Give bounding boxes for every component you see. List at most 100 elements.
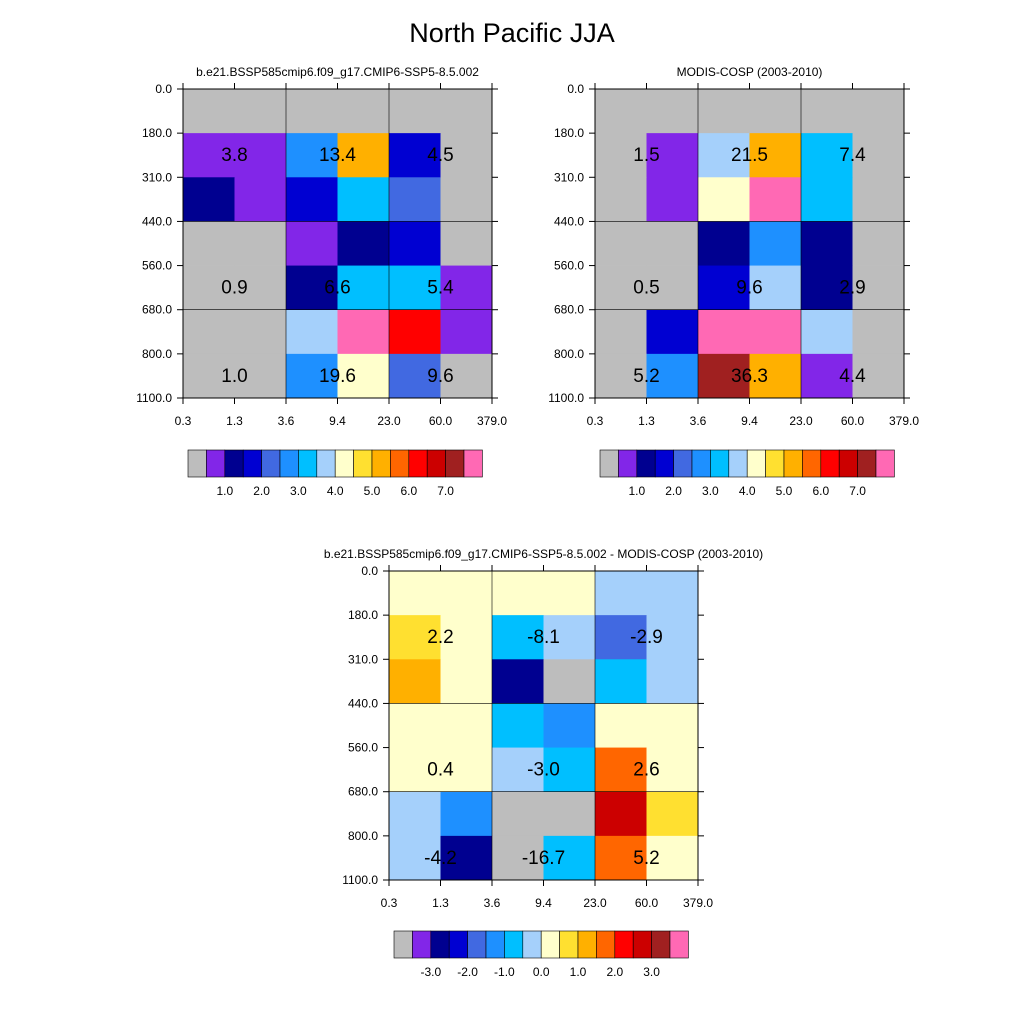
colorbar-swatch — [654, 449, 674, 478]
heatmap-cell — [234, 309, 287, 355]
heatmap-cell — [286, 89, 338, 134]
heatmap-cell — [440, 133, 493, 178]
colorbar-swatch — [765, 449, 785, 478]
heatmap-cell — [389, 89, 441, 134]
colorbar-swatch — [559, 930, 579, 959]
heatmap-cell — [286, 353, 338, 399]
colorbar-label: -2.0 — [457, 965, 478, 979]
heatmap-cell — [286, 177, 338, 222]
y-tick-label: 680.0 — [142, 303, 172, 317]
cell-value-label: 5.2 — [633, 848, 659, 869]
cell-value-label: 2.6 — [633, 760, 659, 781]
heatmap-cell — [440, 177, 493, 222]
heatmap-cell — [389, 353, 441, 399]
y-tick-label: 800.0 — [348, 829, 378, 843]
heatmap-cell — [389, 791, 441, 837]
heatmap-cell — [440, 835, 493, 881]
cell-value-label: 0.9 — [221, 278, 247, 299]
heatmap-cell — [440, 89, 493, 134]
heatmap-cell — [492, 703, 544, 748]
heatmap-cell — [646, 703, 699, 748]
colorbar-swatch — [242, 449, 262, 478]
heatmap-cell — [595, 703, 647, 748]
heatmap-cell — [595, 133, 647, 178]
y-tick-label: 800.0 — [554, 347, 584, 361]
heatmap-cell — [595, 309, 647, 355]
cell-value-label: -16.7 — [522, 848, 565, 869]
panel-title: MODIS-COSP (2003-2010) — [677, 65, 823, 79]
heatmap-cell — [852, 309, 905, 355]
heatmap-cell — [337, 353, 390, 399]
heatmap-cell — [389, 835, 441, 881]
colorbar-swatch — [636, 449, 656, 478]
colorbar: 1.0 2.0 3.0 4.0 5.0 6.0 7.0 — [599, 449, 895, 498]
heatmap-cell — [389, 747, 441, 793]
heatmap-cell — [646, 89, 699, 134]
x-tick-label: 60.0 — [841, 414, 865, 428]
colorbar-swatch — [445, 449, 465, 478]
colorbar-swatch — [820, 449, 840, 478]
colorbar-label: 3.0 — [702, 484, 719, 498]
colorbar-swatch — [353, 449, 373, 478]
heatmap-cell — [234, 177, 287, 222]
x-tick-label: 3.6 — [484, 896, 501, 910]
colorbar-swatch — [710, 449, 730, 478]
heatmap-cell — [801, 89, 853, 134]
heatmap-cell — [286, 265, 338, 311]
heatmap-cell — [183, 133, 235, 178]
heatmap-cell — [492, 571, 544, 616]
colorbar-swatch — [390, 449, 410, 478]
heatmap-cell — [646, 177, 699, 222]
heatmap-cell — [852, 177, 905, 222]
heatmap-cell — [698, 353, 750, 399]
heatmap-cell — [698, 309, 750, 355]
heatmap-cell — [749, 177, 802, 222]
colorbar-swatch — [187, 449, 207, 478]
heatmap-cell — [646, 835, 699, 881]
y-tick-label: 310.0 — [554, 170, 584, 184]
heatmap-cell — [183, 221, 235, 266]
cell-value-label: 4.5 — [427, 145, 453, 166]
heatmap-cell — [749, 133, 802, 178]
heatmap-cell — [646, 791, 699, 837]
y-tick-label: 180.0 — [348, 608, 378, 622]
heatmap-cell — [852, 265, 905, 311]
heatmap-cell — [337, 133, 390, 178]
colorbar-label: 5.0 — [364, 484, 381, 498]
heatmap-cell — [389, 703, 441, 748]
y-tick-label: 560.0 — [142, 259, 172, 273]
heatmap-cell — [595, 177, 647, 222]
x-tick-label: 0.3 — [381, 896, 398, 910]
colorbar-label: 2.0 — [665, 484, 682, 498]
colorbar-swatch — [783, 449, 803, 478]
heatmap-cell — [595, 615, 647, 660]
heatmap-cell — [440, 265, 493, 311]
y-tick-label: 560.0 — [554, 259, 584, 273]
heatmap-cell — [440, 353, 493, 399]
cell-value-label: 21.5 — [731, 145, 768, 166]
y-tick-label: 180.0 — [554, 126, 584, 140]
heatmap-cell — [183, 309, 235, 355]
heatmap-cell — [440, 659, 493, 704]
heatmap-cell — [234, 221, 287, 266]
heatmap-cell — [492, 615, 544, 660]
heatmap-cell — [543, 571, 596, 616]
colorbar-label: 3.0 — [290, 484, 307, 498]
heatmap-cell — [389, 177, 441, 222]
colorbar-swatch — [206, 449, 226, 478]
heatmap-cell — [440, 309, 493, 355]
heatmap-cell — [337, 265, 390, 311]
heatmap-cell — [801, 177, 853, 222]
cell-value-label: 7.4 — [839, 145, 866, 166]
x-tick-label: 379.0 — [683, 896, 713, 910]
x-tick-label: 23.0 — [583, 896, 607, 910]
heatmap-cell — [234, 133, 287, 178]
x-tick-label: 9.4 — [741, 414, 758, 428]
heatmap-cell — [389, 133, 441, 178]
colorbar-label: -3.0 — [420, 965, 441, 979]
colorbar-label: 1.0 — [570, 965, 587, 979]
cell-value-label: 9.6 — [736, 278, 762, 299]
y-tick-label: 180.0 — [142, 126, 172, 140]
heatmap-cell — [749, 89, 802, 134]
